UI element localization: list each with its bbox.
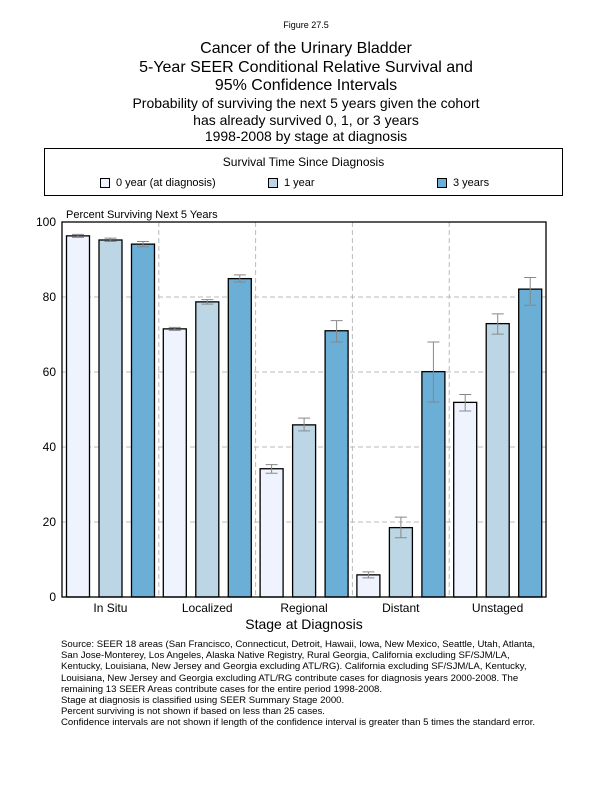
subtitle-line: Probability of surviving the next 5 year… [132, 95, 480, 111]
chart-subtitle: Probability of surviving the next 5 year… [0, 95, 612, 145]
chart-title: Cancer of the Urinary Bladder 5-Year SEE… [0, 40, 612, 96]
bar [130, 243, 156, 598]
bar [291, 424, 317, 598]
bar [195, 301, 220, 598]
source-line: Source: SEER 18 areas (San Francisco, Co… [61, 639, 536, 650]
bar-chart: 0 20 40 60 80 100 In Situ Localized Regional Dist… [36, 209, 547, 632]
y-axis-label: Percent Surviving Next 5 Years [66, 209, 218, 221]
source-line: Kentucky, Louisiana, New Jersey and Geor… [61, 661, 527, 673]
bar [65, 235, 91, 598]
legend-item: 3 years [437, 177, 489, 189]
x-tick-label: Regional [280, 601, 327, 615]
title-line: Cancer of the Urinary Bladder [200, 40, 412, 57]
legend-item: 0 year (at diagnosis) [100, 177, 216, 189]
source-line: Confidence intervals are not shown if le… [61, 717, 536, 729]
y-tick-label: 20 [43, 515, 57, 529]
legend-swatch [437, 178, 447, 188]
legend-label: 0 year (at diagnosis) [116, 177, 216, 189]
source-notes: Source: SEER 18 areas (San Francisco, Co… [61, 639, 571, 729]
bar [162, 328, 187, 598]
y-tick-label: 100 [36, 215, 56, 229]
source-line: San Jose-Monterey, Los Angeles, Alaska N… [61, 650, 510, 662]
y-tick-label: 0 [49, 590, 56, 604]
bar [421, 370, 446, 598]
bar [324, 330, 349, 598]
bar [98, 239, 123, 598]
y-tick-label: 40 [43, 440, 57, 454]
bar [518, 288, 543, 598]
source-line: Louisiana, New Jersey and Georgia exclud… [61, 672, 519, 684]
source-line: remaining 13 SEER Areas contribute cases… [61, 683, 383, 695]
legend-label: 3 years [453, 177, 490, 189]
bar [485, 322, 510, 598]
y-tick-label: 60 [43, 365, 57, 379]
plot-frame [61, 221, 547, 598]
source-line: Stage at diagnosis is classified using S… [61, 695, 345, 707]
y-tick-label: 80 [43, 290, 57, 304]
legend: Survival Time Since Diagnosis 0 year (at… [44, 148, 563, 196]
source-line: Percent surviving is not shown if based … [61, 706, 325, 718]
figure-label: Figure 27.5 [283, 20, 329, 30]
x-tick-label: In Situ [93, 601, 127, 615]
legend-label: 1 year [284, 177, 315, 189]
bar [259, 468, 284, 598]
bar [227, 277, 252, 598]
x-axis-label: Stage at Diagnosis [245, 616, 363, 632]
x-tick-label: Localized [182, 601, 233, 615]
legend-title: Survival Time Since Diagnosis [222, 155, 385, 169]
bar [453, 401, 478, 598]
title-line: 5-Year SEER Conditional Relative Surviva… [139, 58, 473, 76]
legend-swatch [100, 178, 110, 188]
x-tick-label: Unstaged [472, 601, 523, 615]
legend-item: 1 year [268, 177, 315, 189]
x-tick-label: Distant [382, 601, 420, 615]
subtitle-line: 1998-2008 by stage at diagnosis [204, 128, 408, 144]
title-line: 95% Confidence Intervals [214, 77, 398, 94]
legend-swatch [268, 178, 278, 188]
subtitle-line: has already survived 0, 1, or 3 years [193, 111, 419, 128]
